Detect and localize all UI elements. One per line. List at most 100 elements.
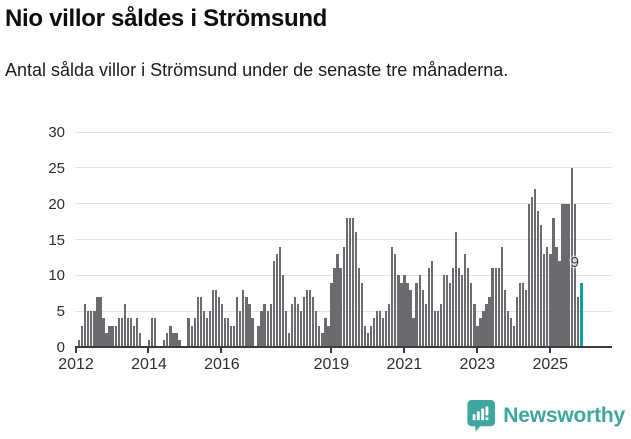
bar xyxy=(296,304,300,347)
bar xyxy=(303,296,306,347)
bar xyxy=(105,332,108,347)
bar xyxy=(540,225,543,347)
bar xyxy=(312,296,315,347)
bar xyxy=(385,311,388,347)
bar xyxy=(324,318,327,347)
bar xyxy=(336,253,339,347)
bar xyxy=(199,296,202,347)
x-axis-tick xyxy=(402,347,405,353)
bar xyxy=(193,318,196,347)
bar xyxy=(521,282,525,347)
bar xyxy=(509,318,513,347)
bar xyxy=(518,282,522,347)
bar xyxy=(467,268,470,347)
bar xyxy=(473,304,476,347)
bar xyxy=(169,325,172,347)
y-axis-tick-label: 30 xyxy=(48,124,65,141)
x-axis-tick xyxy=(475,347,478,353)
x-axis-tick xyxy=(548,347,551,353)
bar xyxy=(397,275,400,347)
bar xyxy=(108,325,111,347)
bar xyxy=(135,318,139,347)
bar xyxy=(451,268,455,347)
bar xyxy=(415,282,418,347)
bar xyxy=(339,268,342,347)
bar xyxy=(567,203,570,347)
bar xyxy=(175,332,178,347)
bar xyxy=(187,318,190,347)
bar xyxy=(503,289,506,347)
bar xyxy=(394,253,397,347)
bar xyxy=(391,246,394,347)
bar xyxy=(427,268,430,347)
bar xyxy=(491,268,494,347)
bar xyxy=(543,253,546,347)
gridline-y-30 xyxy=(75,131,612,133)
bar xyxy=(488,296,491,347)
bar xyxy=(524,289,528,347)
bar xyxy=(455,232,458,347)
bar xyxy=(345,218,348,347)
bar xyxy=(531,196,534,347)
bar xyxy=(281,275,285,347)
bar xyxy=(366,332,370,347)
bar xyxy=(330,282,333,347)
highlight-value-label: 9 xyxy=(570,253,579,271)
bar xyxy=(275,253,278,347)
bar xyxy=(500,246,503,347)
bar xyxy=(217,296,221,347)
bar xyxy=(272,261,275,347)
bar xyxy=(147,339,151,347)
x-axis-tick-label: 2019 xyxy=(313,356,350,373)
bar xyxy=(102,318,105,347)
bar xyxy=(375,311,379,347)
bar xyxy=(555,246,558,347)
bar xyxy=(552,218,555,347)
bar xyxy=(403,275,406,347)
bar xyxy=(512,325,516,347)
bar xyxy=(284,311,288,347)
bar xyxy=(351,218,354,347)
y-axis-tick-label: 0 xyxy=(56,339,65,356)
bar xyxy=(315,311,318,347)
bar xyxy=(132,325,136,347)
x-axis-tick xyxy=(74,347,77,353)
bar xyxy=(379,311,382,347)
brand-name: Newsworthy xyxy=(503,403,625,427)
gridline-y-15 xyxy=(75,239,612,240)
bar xyxy=(227,318,230,347)
bar xyxy=(576,296,579,347)
bar xyxy=(96,296,99,347)
bar xyxy=(418,275,421,347)
bar xyxy=(537,210,540,347)
bar xyxy=(257,325,260,347)
bar xyxy=(494,268,497,347)
bar xyxy=(485,304,488,347)
page-title: Nio villor såldes i Strömsund xyxy=(5,5,328,32)
bar xyxy=(461,275,464,347)
bar xyxy=(196,296,199,347)
bar xyxy=(573,203,576,347)
bar xyxy=(527,203,531,347)
newsworthy-logo-link[interactable]: Newsworthy xyxy=(466,399,625,432)
bar xyxy=(476,325,479,347)
bar xyxy=(570,167,573,347)
bar xyxy=(506,311,509,347)
bar xyxy=(409,289,412,347)
y-axis-tick-label: 25 xyxy=(48,159,65,177)
bar xyxy=(251,318,254,347)
bar xyxy=(214,289,218,347)
bar xyxy=(114,325,117,347)
bar xyxy=(327,325,330,347)
bar xyxy=(479,318,482,347)
bar xyxy=(290,304,294,347)
bar xyxy=(369,325,373,347)
y-axis-tick-label: 5 xyxy=(56,303,65,321)
bar xyxy=(230,325,233,347)
x-axis-tick xyxy=(220,347,223,353)
bar xyxy=(287,332,291,347)
bar xyxy=(442,275,446,347)
bar xyxy=(561,203,564,347)
bar xyxy=(464,253,467,347)
x-axis-tick-label: 2014 xyxy=(131,356,167,373)
